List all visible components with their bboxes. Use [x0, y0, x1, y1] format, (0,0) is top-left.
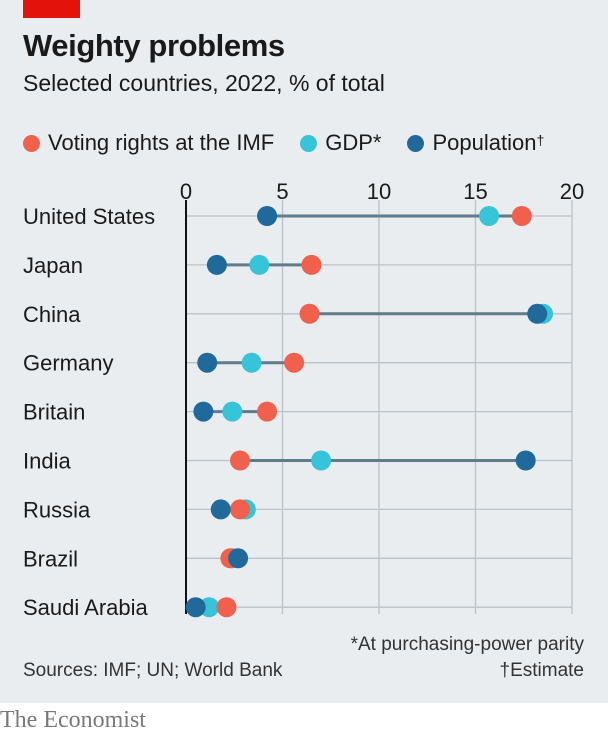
category-label: India: [23, 449, 71, 474]
voting-point: [301, 254, 322, 275]
legend-item-population: Population †: [407, 130, 544, 156]
voting-point: [284, 352, 305, 373]
gdp-point: [249, 254, 270, 275]
legend-label-voting: Voting rights at the IMF: [48, 130, 275, 155]
dot-range-chart: 0 5 10 15 20 United States Japan China Germany Br…: [23, 179, 584, 620]
population-point: [185, 597, 206, 618]
population-point: [210, 499, 231, 520]
population-point: [197, 352, 218, 373]
voting-point: [216, 597, 237, 618]
chart-legend: Voting rights at the IMF GDP * Population…: [23, 128, 544, 158]
voting-point: [257, 401, 278, 422]
footnote-gdp: *At purchasing-power parity: [350, 634, 584, 655]
population-point: [527, 303, 548, 324]
legend-mark-gdp: *: [372, 130, 382, 155]
voting-dot-icon: [23, 134, 40, 152]
category-label: Japan: [23, 253, 83, 278]
gdp-point: [222, 401, 243, 422]
category-label: United States: [23, 204, 155, 229]
gdp-point: [311, 450, 332, 471]
chart-panel: [0, 0, 608, 703]
category-label: Britain: [23, 400, 85, 425]
category-label: Russia: [23, 497, 91, 522]
population-dot-icon: [407, 134, 425, 152]
brand-red-tag: [23, 0, 80, 18]
x-tick-label: 10: [367, 179, 391, 204]
population-point: [257, 206, 278, 226]
x-tick-label: 5: [276, 179, 288, 204]
x-tick-label: 15: [463, 179, 487, 204]
population-point: [228, 548, 249, 569]
legend-item-voting: Voting rights at the IMF: [23, 130, 274, 156]
category-label: Brazil: [23, 546, 78, 571]
population-point: [515, 450, 536, 471]
population-point: [206, 254, 227, 275]
legend-item-gdp: GDP *: [300, 130, 381, 156]
sources-note: Sources: IMF; UN; World Bank: [23, 660, 283, 681]
voting-point: [230, 450, 251, 471]
population-point: [193, 401, 214, 422]
gdp-point: [479, 206, 500, 226]
voting-point: [230, 499, 251, 520]
chart-title: Weighty problems: [23, 28, 285, 63]
category-label: China: [23, 302, 81, 327]
legend-label-gdp: GDP: [325, 130, 373, 155]
x-tick-label: 0: [180, 179, 192, 204]
brand-logo: The Economist: [0, 707, 146, 733]
category-label: Germany: [23, 351, 113, 376]
voting-point: [299, 303, 320, 324]
legend-mark-population: †: [536, 132, 545, 148]
voting-point: [511, 206, 532, 226]
gdp-dot-icon: [300, 134, 318, 152]
legend-label-population: Population: [432, 130, 537, 155]
footnote-population: †Estimate: [499, 660, 584, 681]
chart-subtitle: Selected countries, 2022, % of total: [23, 70, 385, 96]
gdp-point: [241, 352, 262, 373]
category-label: Saudi Arabia: [23, 595, 149, 620]
x-tick-label: 20: [560, 179, 584, 204]
